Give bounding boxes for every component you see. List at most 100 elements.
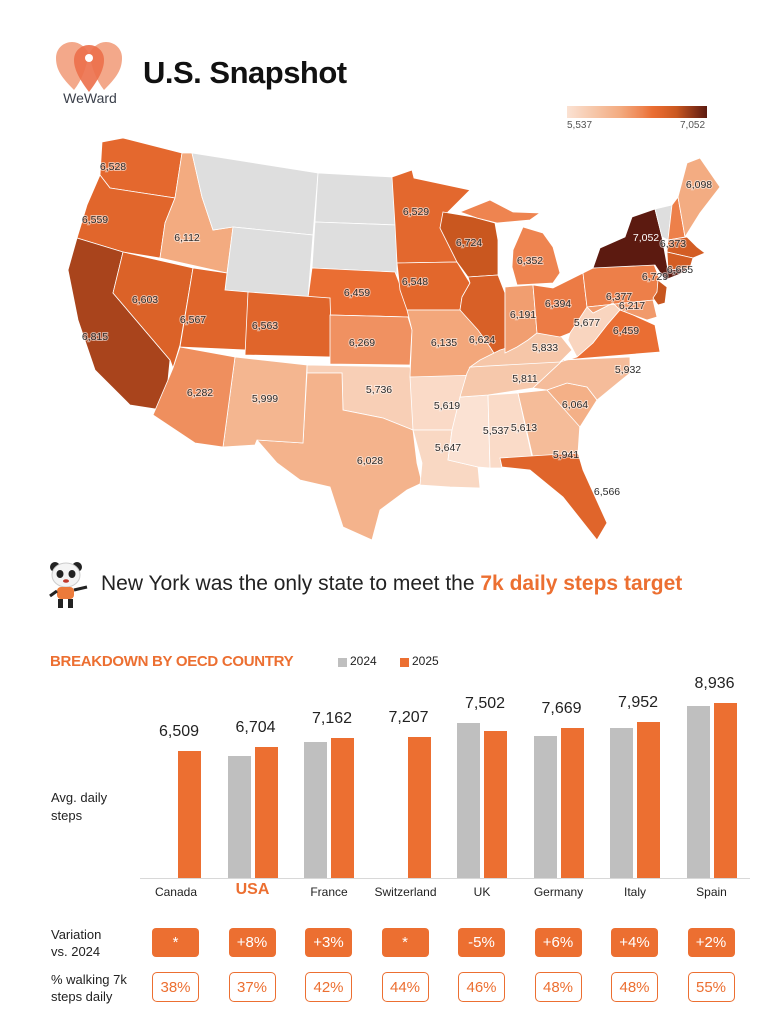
- state-value-ma: 6,655: [667, 264, 693, 276]
- pct-badge-switzerland: 44%: [381, 972, 429, 1002]
- headline: New York was the only state to meet the …: [101, 572, 682, 596]
- state-value-ca: 6,815: [82, 331, 108, 343]
- pct-badge-italy: 48%: [611, 972, 658, 1002]
- pct-badge-germany: 48%: [534, 972, 582, 1002]
- state-value-wa: 6,528: [100, 161, 126, 173]
- headline-text: New York was the only state to meet the: [101, 572, 481, 595]
- state-value-md: 6,217: [619, 300, 645, 312]
- state-wy: [224, 226, 314, 299]
- category-label-uk: UK: [473, 885, 491, 899]
- x-axis-line: [140, 878, 750, 879]
- state-value-az: 6,282: [187, 387, 213, 399]
- state-value-ky: 5,833: [532, 342, 558, 354]
- state-value-nc: 5,932: [615, 364, 641, 376]
- value-label-uk: 7,502: [464, 695, 506, 713]
- state-value-ks: 6,269: [349, 337, 375, 349]
- state-value-al: 5,613: [511, 422, 537, 434]
- state-value-me: 6,098: [686, 179, 712, 191]
- state-value-wi: 6,724: [456, 237, 482, 249]
- state-va: [559, 309, 661, 363]
- state-sd: [311, 221, 398, 276]
- state-nd: [314, 172, 398, 226]
- legend-swatch-2024: [338, 658, 347, 667]
- bar-germany-2025: [560, 727, 584, 878]
- state-value-il: 6,624: [469, 334, 495, 346]
- state-value-tx: 6,028: [357, 455, 383, 467]
- state-ga: [517, 389, 581, 459]
- legend-label-2025: 2025: [412, 654, 439, 668]
- bar-switzerland-2025: [407, 736, 431, 878]
- headline-highlight: 7k daily steps target: [480, 572, 683, 595]
- value-label-germany: 7,669: [541, 699, 582, 717]
- value-label-canada: 6,509: [158, 722, 200, 740]
- weward-logo: [56, 42, 122, 92]
- state-value-oh: 6,394: [545, 298, 571, 310]
- state-mi: [511, 226, 561, 286]
- color-legend-bar: [567, 106, 707, 118]
- bar-usa-2024: [227, 756, 251, 878]
- us-choropleth-map: 6,528 6,559 6,112 6,815 6,603 6,567 6,563 6,282…: [67, 137, 721, 541]
- bar-italy-2024: [610, 728, 633, 878]
- state-value-ny: 7,052: [633, 232, 659, 244]
- page-title: U.S. Snapshot: [143, 55, 347, 90]
- state-tx: [256, 372, 423, 541]
- category-label-france: France: [310, 885, 348, 899]
- state-value-wv: 5,677: [574, 317, 600, 329]
- bar-germany-2024: [533, 736, 557, 878]
- bar-uk-2025: [484, 731, 507, 878]
- category-label-usa: USA: [235, 881, 270, 898]
- state-value-co: 6,563: [252, 320, 278, 332]
- category-label-spain: Spain: [696, 885, 727, 899]
- variation-badge-spain: +2%: [687, 928, 735, 957]
- chart-title: BREAKDOWN BY OECD COUNTRY: [50, 653, 294, 670]
- state-value-pa: 6,377: [606, 291, 632, 303]
- pct-badge-usa: 37%: [228, 972, 276, 1002]
- pct-label-line1: % walking 7k: [51, 972, 127, 987]
- variation-badge-canada: *: [152, 928, 199, 957]
- category-label-switzerland: Switzerland: [374, 885, 437, 899]
- legend-max: 7,052: [680, 120, 706, 131]
- state-value-ar: 5,619: [434, 400, 460, 412]
- state-ny: [592, 208, 691, 281]
- pct-badge-uk: 46%: [458, 972, 505, 1002]
- variation-badge-france: +3%: [305, 928, 352, 957]
- category-label-italy: Italy: [623, 885, 646, 899]
- y-axis-label: Avg. daily steps: [51, 790, 108, 823]
- bar-italy-2025: [637, 722, 660, 878]
- state-value-nv: 6,603: [132, 294, 158, 306]
- state-me: [677, 157, 721, 239]
- state-value-mi: 6,352: [517, 255, 543, 267]
- bar-spain-2025: [713, 703, 737, 878]
- state-value-mo: 6,135: [431, 337, 457, 349]
- state-value-tn: 5,811: [512, 373, 538, 385]
- value-label-france: 7,162: [311, 709, 353, 727]
- state-value-fl: 6,566: [594, 486, 620, 498]
- state-miu: [458, 199, 542, 224]
- variation-badge-germany: +6%: [534, 928, 582, 957]
- state-az: [152, 346, 236, 448]
- state-value-ok: 5,736: [366, 384, 392, 396]
- bar-france-2025: [331, 737, 354, 878]
- state-value-la: 5,647: [435, 442, 461, 454]
- state-mt: [191, 152, 319, 236]
- state-value-id: 6,112: [174, 232, 200, 244]
- pct-label-line2: steps daily: [51, 989, 113, 1004]
- state-value-ga: 5,941: [553, 449, 579, 461]
- bar-spain-2024: [686, 706, 710, 878]
- state-value-nh: 6,373: [660, 238, 686, 250]
- state-fl: [499, 452, 608, 541]
- state-value-ms: 5,537: [483, 425, 509, 437]
- state-value-or: 6,559: [82, 214, 108, 226]
- pct-badge-spain: 55%: [687, 972, 735, 1002]
- legend-swatch-2025: [400, 658, 409, 667]
- state-value-mn: 6,529: [403, 206, 429, 218]
- state-value-va: 6,459: [613, 325, 639, 337]
- legend-label-2024: 2024: [350, 654, 377, 668]
- state-nc: [532, 356, 631, 401]
- pct-badge-france: 42%: [305, 972, 352, 1002]
- panda-mascot-icon: [49, 562, 88, 608]
- state-value-ia: 6,548: [402, 276, 428, 288]
- state-value-sc: 6,064: [562, 399, 588, 411]
- bar-usa-2025: [254, 746, 278, 878]
- variation-badge-uk: -5%: [458, 928, 505, 957]
